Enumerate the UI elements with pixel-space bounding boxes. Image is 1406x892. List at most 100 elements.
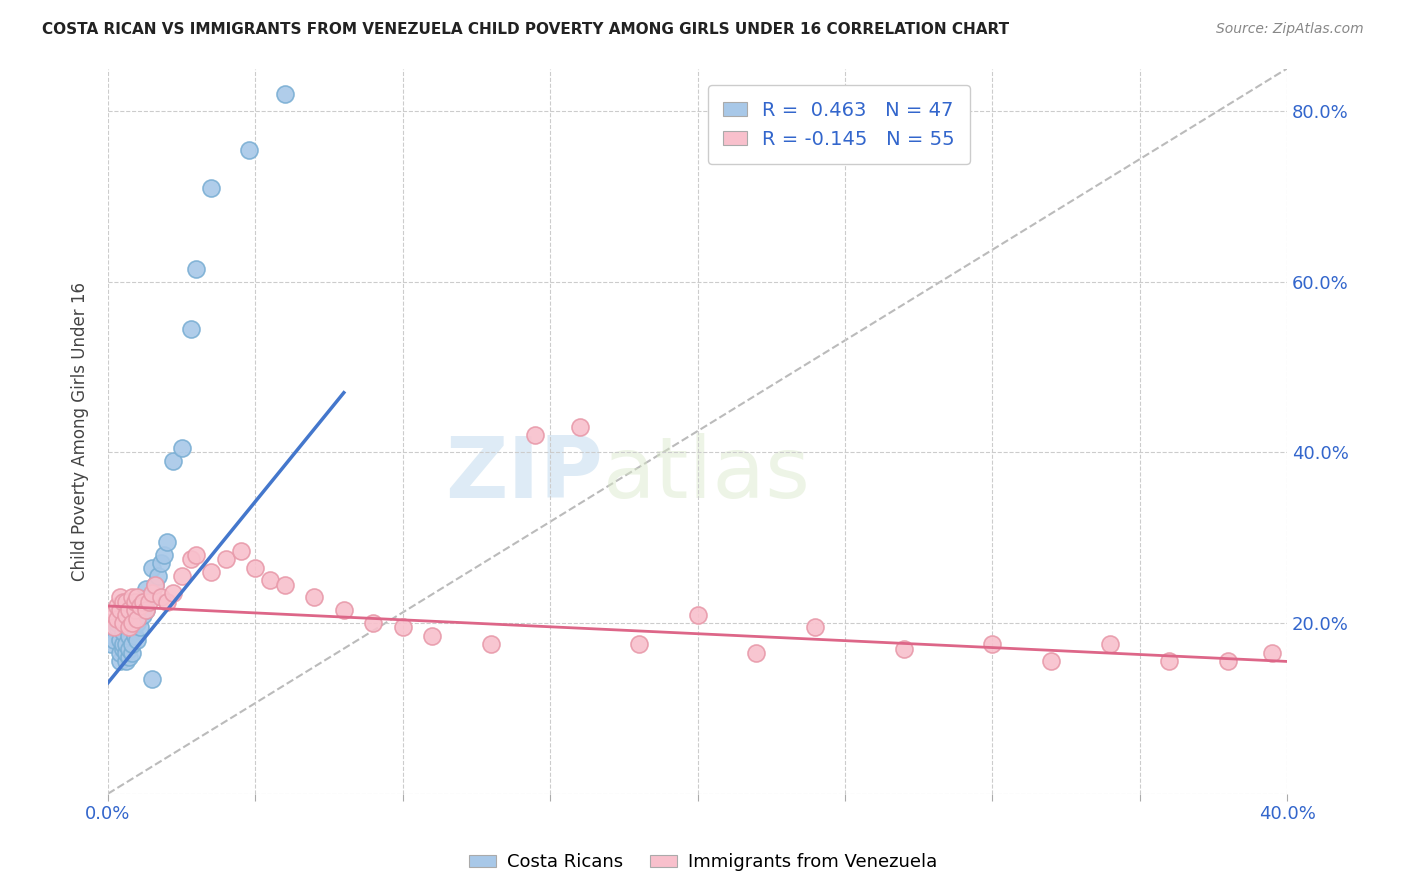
Point xyxy=(420,629,443,643)
Point xyxy=(146,569,169,583)
Point xyxy=(215,552,238,566)
Point xyxy=(686,607,709,622)
Point xyxy=(1040,655,1063,669)
Point xyxy=(121,591,143,605)
Point xyxy=(129,599,152,613)
Point xyxy=(524,428,547,442)
Point xyxy=(304,591,326,605)
Point xyxy=(105,615,128,630)
Point xyxy=(124,603,146,617)
Text: Source: ZipAtlas.com: Source: ZipAtlas.com xyxy=(1216,22,1364,37)
Point xyxy=(1261,646,1284,660)
Point xyxy=(114,595,136,609)
Point xyxy=(117,603,139,617)
Point xyxy=(114,655,136,669)
Point xyxy=(627,637,650,651)
Point xyxy=(170,569,193,583)
Point xyxy=(274,577,297,591)
Point xyxy=(981,637,1004,651)
Point xyxy=(1159,655,1181,669)
Point xyxy=(156,535,179,549)
Point xyxy=(245,560,267,574)
Point xyxy=(200,565,222,579)
Point xyxy=(170,441,193,455)
Point xyxy=(143,577,166,591)
Point xyxy=(229,543,252,558)
Point xyxy=(111,595,134,609)
Point xyxy=(186,262,208,277)
Point xyxy=(1099,637,1122,651)
Point xyxy=(141,672,163,686)
Point xyxy=(333,603,356,617)
Point xyxy=(135,603,157,617)
Point xyxy=(138,591,160,605)
Point xyxy=(127,633,149,648)
Point xyxy=(129,599,152,613)
Point xyxy=(117,650,139,665)
Point xyxy=(121,615,143,630)
Point xyxy=(132,595,155,609)
Point xyxy=(129,620,152,634)
Point xyxy=(121,615,143,630)
Point xyxy=(127,612,149,626)
Point xyxy=(127,615,149,630)
Point xyxy=(391,620,413,634)
Point xyxy=(108,603,131,617)
Point xyxy=(103,620,125,634)
Point xyxy=(162,454,184,468)
Point xyxy=(180,322,202,336)
Point xyxy=(153,548,176,562)
Point xyxy=(274,87,297,102)
Text: ZIP: ZIP xyxy=(446,434,603,516)
Point xyxy=(361,615,384,630)
Point xyxy=(150,557,173,571)
Point xyxy=(200,181,222,195)
Point xyxy=(108,646,131,660)
Point xyxy=(111,641,134,656)
Point xyxy=(568,420,591,434)
Point xyxy=(132,607,155,622)
Point xyxy=(135,603,157,617)
Point xyxy=(114,646,136,660)
Point xyxy=(124,595,146,609)
Point xyxy=(132,595,155,609)
Point xyxy=(135,582,157,596)
Point xyxy=(100,607,122,622)
Point xyxy=(100,637,122,651)
Text: atlas: atlas xyxy=(603,434,811,516)
Point xyxy=(745,646,768,660)
Point xyxy=(143,577,166,591)
Legend: Costa Ricans, Immigrants from Venezuela: Costa Ricans, Immigrants from Venezuela xyxy=(461,847,945,879)
Y-axis label: Child Poverty Among Girls Under 16: Child Poverty Among Girls Under 16 xyxy=(72,282,89,581)
Point xyxy=(114,607,136,622)
Point xyxy=(108,591,131,605)
Point xyxy=(141,586,163,600)
Text: COSTA RICAN VS IMMIGRANTS FROM VENEZUELA CHILD POVERTY AMONG GIRLS UNDER 16 CORR: COSTA RICAN VS IMMIGRANTS FROM VENEZUELA… xyxy=(42,22,1010,37)
Point xyxy=(117,607,139,622)
Point xyxy=(114,620,136,634)
Point xyxy=(180,552,202,566)
Legend: R =  0.463   N = 47, R = -0.145   N = 55: R = 0.463 N = 47, R = -0.145 N = 55 xyxy=(707,86,970,164)
Point xyxy=(108,633,131,648)
Point xyxy=(117,641,139,656)
Point xyxy=(479,637,502,651)
Point xyxy=(117,629,139,643)
Point xyxy=(111,624,134,639)
Point xyxy=(105,620,128,634)
Point xyxy=(259,574,281,588)
Point xyxy=(156,595,179,609)
Point xyxy=(127,591,149,605)
Point xyxy=(162,586,184,600)
Point xyxy=(127,595,149,609)
Point xyxy=(114,637,136,651)
Point xyxy=(105,612,128,626)
Point xyxy=(121,637,143,651)
Point xyxy=(238,143,260,157)
Point xyxy=(1216,655,1239,669)
Point xyxy=(141,560,163,574)
Point xyxy=(103,633,125,648)
Point xyxy=(111,637,134,651)
Point xyxy=(893,641,915,656)
Point xyxy=(121,646,143,660)
Point xyxy=(117,620,139,634)
